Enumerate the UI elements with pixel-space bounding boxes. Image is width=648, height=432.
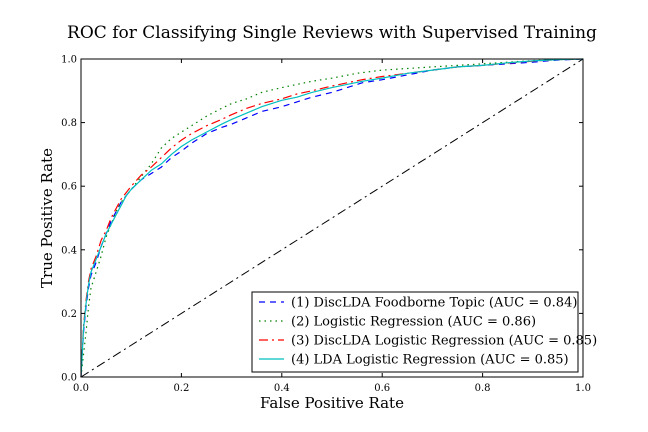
x-tick-label: 0.2 [173, 383, 189, 394]
x-axis-ticks: 0.0 0.2 0.4 0.6 0.8 1.0 [73, 59, 591, 394]
series-line-4 [80, 58, 584, 378]
plot-frame [80, 58, 584, 378]
y-tick-label: 0.2 [61, 309, 77, 320]
y-tick-label: 1.0 [61, 55, 77, 66]
legend-label-1: (1) DiscLDA Foodborne Topic (AUC = 0.84) [291, 296, 577, 311]
series-line-3 [80, 58, 584, 378]
x-tick-label: 0.4 [274, 383, 290, 394]
y-axis-label: True Positive Rate [38, 148, 56, 288]
x-tick-label: 0.8 [475, 383, 491, 394]
x-tick-label: 1.0 [575, 383, 591, 394]
series-layer [80, 58, 584, 378]
plot-area [80, 58, 584, 378]
legend-label-2: (2) Logistic Regression (AUC = 0.86) [291, 315, 536, 330]
y-tick-label: 0.6 [61, 182, 77, 193]
y-tick-label: 0.0 [61, 373, 77, 384]
x-tick-label: 0.6 [374, 383, 390, 394]
y-axis-ticks: 0.0 0.2 0.4 0.6 0.8 1.0 [61, 55, 583, 384]
legend-box [251, 291, 579, 373]
x-axis-label: False Positive Rate [260, 394, 404, 412]
y-tick-label: 0.4 [61, 245, 77, 256]
chance-diagonal-line [80, 58, 584, 378]
x-tick-label: 0.0 [73, 383, 89, 394]
y-tick-label: 0.8 [61, 118, 77, 129]
legend-label-3: (3) DiscLDA Logistic Regression (AUC = 0… [291, 334, 597, 349]
legend-label-4: (4) LDA Logistic Regression (AUC = 0.85) [291, 353, 569, 368]
reference-layer [80, 58, 584, 378]
legend: (1) DiscLDA Foodborne Topic (AUC = 0.84)… [251, 291, 597, 373]
chart-title: ROC for Classifying Single Reviews with … [67, 23, 597, 43]
